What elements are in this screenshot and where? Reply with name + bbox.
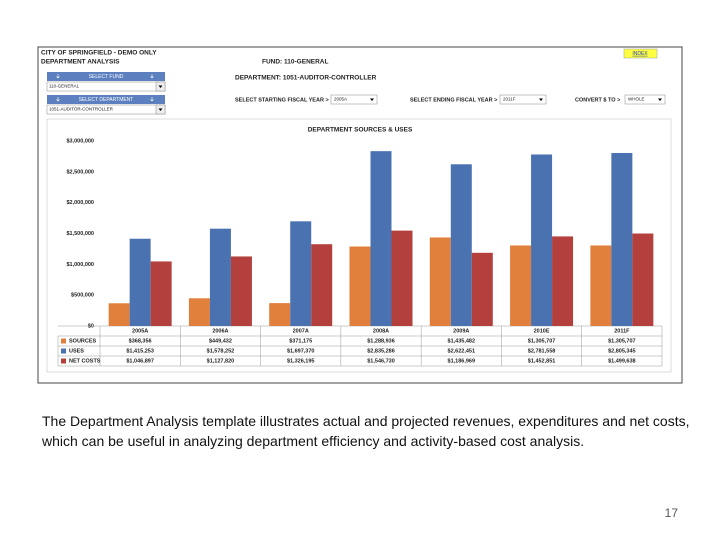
y-tick-label: $1,500,000	[66, 231, 94, 237]
dropdown-arrow	[158, 85, 163, 88]
bar	[370, 151, 392, 326]
bar	[150, 261, 172, 326]
department-label: DEPARTMENT: 1051-AUDITOR-CONTROLLER	[235, 75, 377, 82]
fund-select-header	[47, 72, 165, 81]
department-select-label: SELECT DEPARTMENT	[79, 97, 134, 103]
bar	[611, 153, 633, 326]
table-value: $2,805,345	[608, 348, 636, 354]
legend-label: NET COSTS	[69, 358, 101, 364]
arrow-icon	[56, 97, 154, 102]
table-value: $1,452,851	[528, 358, 556, 364]
table-value: $1,415,253	[126, 348, 154, 354]
x-tick-label: 2008A	[373, 328, 389, 334]
dropdown-arrow	[658, 98, 662, 101]
bar	[188, 298, 210, 326]
page-number: 17	[664, 506, 678, 520]
table-value: $2,781,558	[528, 348, 556, 354]
table-value: $1,305,707	[528, 338, 556, 344]
bar	[209, 228, 231, 326]
screenshot: CITY OF SPRINGFIELD - DEMO ONLY DEPARTME…	[37, 46, 683, 384]
dropdown-arrow	[539, 98, 543, 101]
chart-title: DEPARTMENT SOURCES & USES	[308, 127, 413, 134]
table-value: $1,305,707	[608, 338, 636, 344]
department-dropdown-value: 1051-AUDITOR-CONTROLLER	[49, 107, 114, 112]
bar	[290, 221, 312, 326]
bar	[429, 237, 451, 326]
bar	[311, 244, 333, 326]
y-tick-label: $1,000,000	[66, 262, 94, 268]
index-button[interactable]	[623, 48, 658, 59]
bar	[531, 154, 553, 326]
table-value: $2,835,286	[367, 348, 395, 354]
x-tick-label: 2010E	[534, 328, 550, 334]
legend-swatch	[61, 338, 66, 344]
fund-dropdown-value: 110-GENERAL	[49, 84, 80, 89]
y-tick-label: $500,000	[71, 293, 94, 299]
table-value: $449,432	[209, 338, 232, 344]
start-year-label: SELECT STARTING FISCAL YEAR >	[235, 97, 329, 103]
bar	[391, 230, 413, 326]
table-value: $1,697,370	[287, 348, 315, 354]
table-value: $368,356	[129, 338, 152, 344]
table-value: $371,175	[289, 338, 312, 344]
table-value: $1,578,252	[207, 348, 235, 354]
table-value: $1,186,969	[448, 358, 476, 364]
table-value: $1,288,936	[367, 338, 395, 344]
legend-label: SOURCES	[69, 338, 97, 344]
bar	[471, 252, 493, 326]
start-year-dropdown[interactable]	[330, 94, 378, 105]
legend-label: USES	[69, 348, 84, 354]
legend-swatch	[61, 348, 66, 354]
bar	[450, 164, 472, 326]
table-value: $2,622,451	[448, 348, 476, 354]
y-tick-label: $3,000,000	[66, 138, 94, 144]
end-year-value: 2011F	[503, 97, 516, 102]
bar	[590, 245, 612, 326]
table-value: $1,499,638	[608, 358, 636, 364]
bar	[108, 303, 130, 326]
end-year-dropdown[interactable]	[499, 94, 547, 105]
bar	[230, 256, 252, 326]
x-tick-label: 2007A	[293, 328, 309, 334]
table-value: $1,546,730	[367, 358, 395, 364]
department-select-header	[47, 95, 165, 104]
dropdown-arrow	[158, 108, 163, 111]
x-tick-label: 2009A	[453, 328, 469, 334]
bar	[349, 246, 371, 326]
end-year-label: SELECT ENDING FISCAL YEAR >	[410, 97, 497, 103]
caption: The Department Analysis template illustr…	[42, 413, 690, 449]
table-value: $1,046,897	[126, 358, 154, 364]
sheet-title: CITY OF SPRINGFIELD - DEMO ONLY	[41, 50, 157, 57]
convert-value: WHOLE	[628, 97, 645, 102]
table-value: $1,326,195	[287, 358, 315, 364]
x-tick-label: 2006A	[212, 328, 228, 334]
convert-label: CONVERT $ TO >	[575, 97, 620, 103]
bar	[510, 245, 532, 326]
bar	[632, 233, 654, 326]
x-tick-label: 2005A	[132, 328, 148, 334]
index-link[interactable]: INDEX	[632, 51, 648, 57]
bar	[552, 236, 574, 326]
convert-dropdown[interactable]	[624, 94, 666, 105]
bar	[129, 238, 151, 326]
start-year-value: 2005A	[334, 97, 347, 102]
table-value: $1,127,820	[207, 358, 235, 364]
sheet-subtitle: DEPARTMENT ANALYSIS	[41, 59, 120, 66]
y-tick-label: $2,000,000	[66, 200, 94, 206]
y-tick-label: $0	[88, 323, 94, 329]
dropdown-arrow	[370, 98, 374, 101]
x-tick-label: 2011F	[614, 328, 630, 334]
y-tick-label: $2,500,000	[66, 169, 94, 175]
fund-select-label: SELECT FUND	[89, 74, 124, 80]
bar	[269, 303, 291, 326]
fund-label: FUND: 110-GENERAL	[262, 59, 328, 66]
legend-swatch	[61, 358, 66, 364]
table-value: $1,435,482	[448, 338, 476, 344]
arrow-icon	[56, 74, 154, 79]
